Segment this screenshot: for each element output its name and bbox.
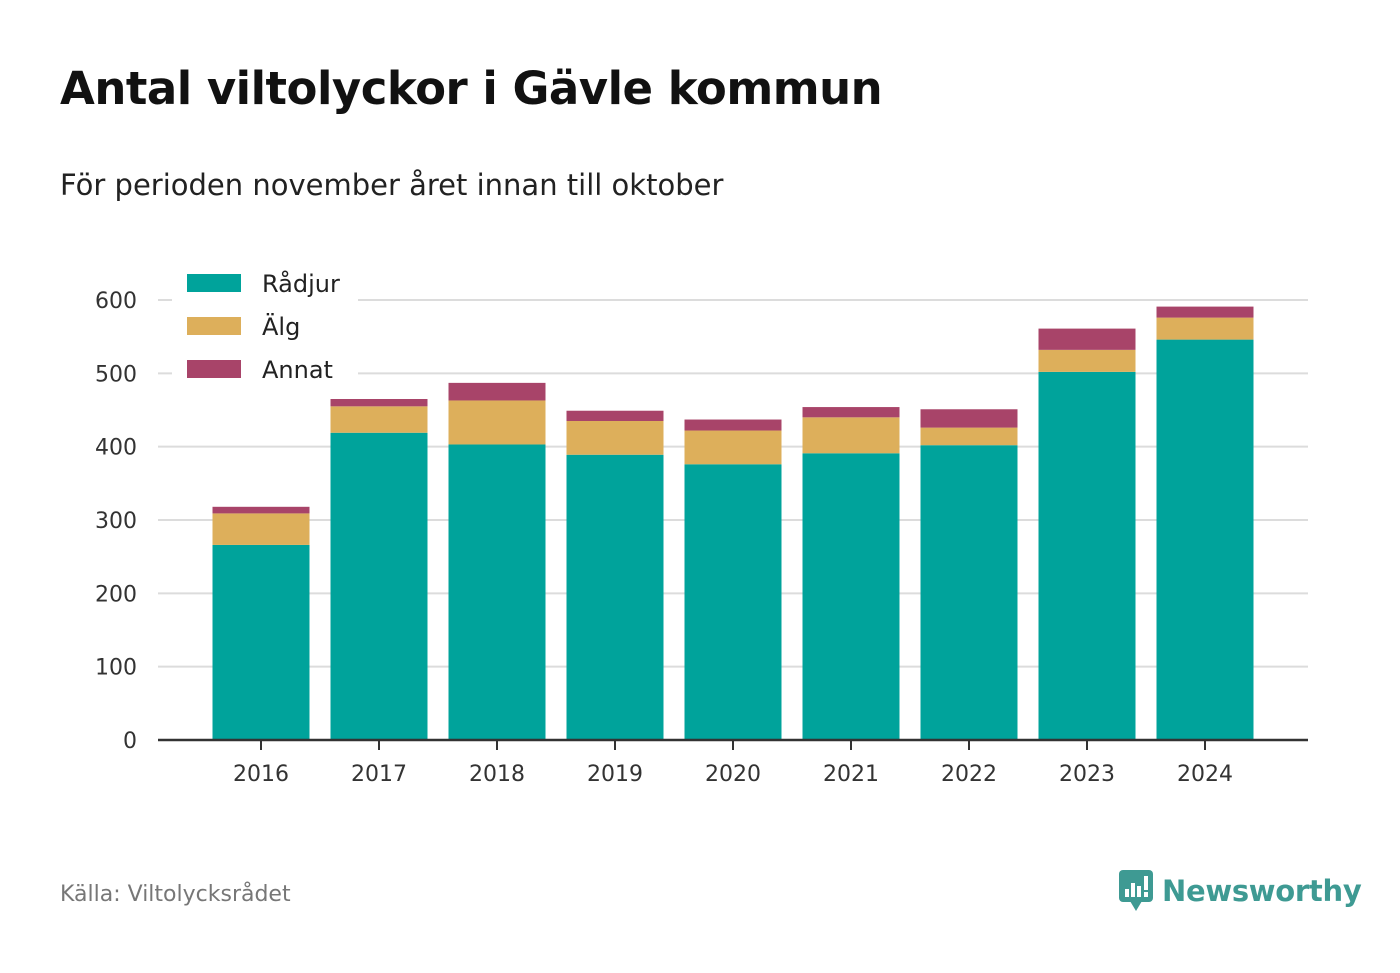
bar-segment[interactable]: Älg 2021: 49 <box>802 417 900 454</box>
bar-segment[interactable]: Älg 2018: 60 <box>448 400 546 445</box>
y-tick-label: 400 <box>95 436 137 461</box>
legend-label: Rådjur <box>262 269 340 298</box>
x-tick-label: 2020 <box>705 762 761 787</box>
x-tick-label: 2016 <box>233 762 289 787</box>
bar-segment[interactable]: Älg 2020: 46 <box>684 430 782 465</box>
bar-segment[interactable]: Rådjur 2019: 389 <box>566 454 664 740</box>
y-tick-label: 500 <box>95 362 137 387</box>
bar-segment[interactable]: Rådjur 2021: 391 <box>802 453 900 740</box>
bar-segment[interactable]: Annat 2018: 24 <box>448 382 546 401</box>
bar-segment[interactable]: Älg 2024: 30 <box>1156 317 1254 340</box>
legend-swatch <box>187 360 241 378</box>
source-note: Källa: Viltolycksrådet <box>60 882 291 907</box>
bar-segment[interactable]: Annat 2020: 15 <box>684 419 782 431</box>
bar-segment[interactable]: Annat 2017: 10 <box>330 399 428 407</box>
x-tick-label: 2019 <box>587 762 643 787</box>
bar-segment[interactable]: Älg 2023: 30 <box>1038 349 1136 372</box>
bar-segment[interactable]: Älg 2016: 43 <box>212 513 310 545</box>
y-tick-label: 300 <box>95 509 137 534</box>
bar-segment[interactable]: Rådjur 2017: 419 <box>330 432 428 740</box>
legend-swatch <box>187 274 241 292</box>
legend-label: Älg <box>262 312 300 341</box>
bar-segment[interactable]: Annat 2016: 9 <box>212 506 310 514</box>
legend-label: Annat <box>262 356 333 384</box>
y-tick-label: 0 <box>123 729 137 754</box>
bar-segment[interactable]: Älg 2017: 36 <box>330 406 428 433</box>
newsworthy-logo-icon <box>1119 870 1153 911</box>
bar-segment[interactable]: Rådjur 2023: 502 <box>1038 371 1136 740</box>
bar-segment[interactable]: Älg 2022: 24 <box>920 427 1018 446</box>
brand-logo[interactable]: Newsworthy <box>1118 868 1362 914</box>
x-tick-label: 2021 <box>823 762 879 787</box>
y-tick-label: 100 <box>95 656 137 681</box>
y-tick-label: 600 <box>95 289 137 314</box>
x-tick-label: 2017 <box>351 762 407 787</box>
bar-segment[interactable]: Annat 2022: 25 <box>920 409 1018 428</box>
bar-segment[interactable]: Rådjur 2018: 403 <box>448 444 546 740</box>
bar-segment[interactable]: Rådjur 2020: 376 <box>684 464 782 740</box>
bar-segment[interactable]: Rådjur 2022: 402 <box>920 445 1018 740</box>
chart-title: Antal viltolyckor i Gävle kommun <box>60 62 883 115</box>
bar-segment[interactable]: Annat 2019: 14 <box>566 410 664 421</box>
y-tick-label: 200 <box>95 582 137 607</box>
bar-segment[interactable]: Rådjur 2016: 266 <box>212 544 310 740</box>
legend-swatch <box>187 317 241 335</box>
x-tick-label: 2024 <box>1177 762 1233 787</box>
x-tick-label: 2023 <box>1059 762 1115 787</box>
brand-name: Newsworthy <box>1162 874 1362 908</box>
bar-segment[interactable]: Annat 2024: 15 <box>1156 306 1254 318</box>
bar-segment[interactable]: Älg 2019: 46 <box>566 421 664 455</box>
x-tick-label: 2022 <box>941 762 997 787</box>
x-tick-label: 2018 <box>469 762 525 787</box>
bar-segment[interactable]: Rådjur 2024: 546 <box>1156 339 1254 740</box>
bar-segment[interactable]: Annat 2023: 29 <box>1038 328 1136 350</box>
bar-segment[interactable]: Annat 2021: 14 <box>802 407 900 418</box>
chart-subtitle: För perioden november året innan till ok… <box>60 168 724 202</box>
